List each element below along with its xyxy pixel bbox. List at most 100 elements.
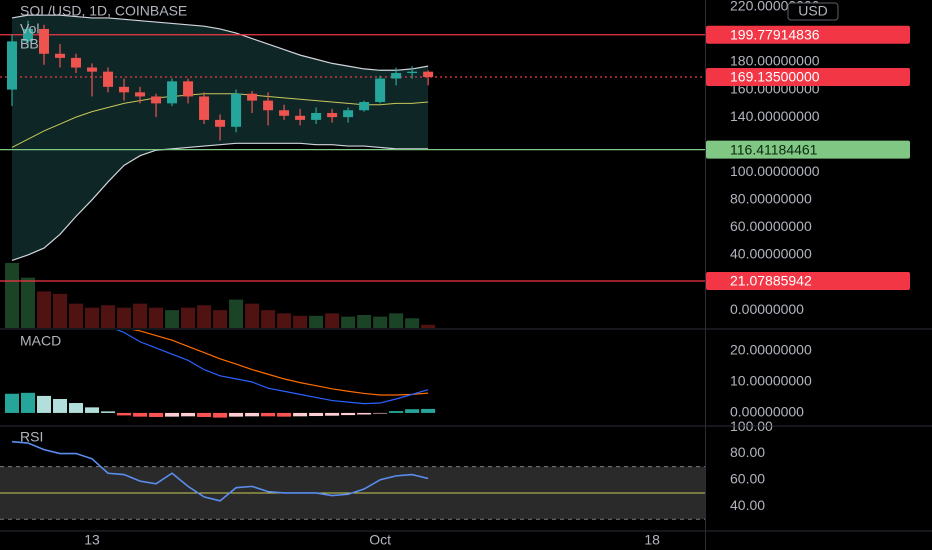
candle-body (423, 71, 434, 77)
volume-bar (229, 299, 244, 328)
signal-line (132, 330, 429, 396)
volume-bar (21, 277, 36, 328)
candle-body (215, 119, 226, 127)
candle-body (391, 73, 402, 79)
volume-bar (277, 313, 292, 328)
currency-button[interactable] (787, 2, 839, 21)
candle-body (279, 110, 290, 116)
macd-histogram-bar (53, 399, 68, 413)
candle-body (167, 81, 178, 104)
bb-middle (11, 93, 429, 148)
volume-bar (405, 318, 420, 328)
x-tick-label: Oct (369, 532, 391, 548)
candle-body (295, 115, 306, 120)
volume-bar (5, 263, 20, 328)
volume-legend: Vol (20, 21, 39, 37)
macd-histogram-bar (165, 412, 180, 417)
volume-bar (85, 307, 100, 328)
candle-body (343, 110, 354, 118)
y-tick-label: 80.00 (730, 444, 765, 460)
macd-histogram-bar (101, 411, 116, 413)
x-tick-label: 18 (644, 532, 660, 548)
volume-bar (69, 303, 84, 328)
macd-histogram-bar (309, 412, 324, 417)
bb-lower (11, 142, 429, 262)
candle-body (135, 92, 146, 97)
macd-histogram-bar (5, 393, 20, 413)
candle-body (359, 101, 370, 111)
currency-label[interactable]: USD (798, 3, 828, 19)
volume-bar (149, 307, 164, 328)
candle-body (183, 81, 194, 97)
macd-histogram-bar (245, 412, 260, 417)
price-pane (0, 14, 705, 328)
y-tick-label: 0.00000000 (730, 404, 804, 420)
macd-legend: MACD (20, 333, 61, 349)
volume-bar (421, 324, 436, 328)
volume-bar (293, 315, 308, 328)
macd-histogram-bar (405, 409, 420, 413)
candle-body (263, 100, 274, 111)
volume-bar (341, 316, 356, 328)
x-tick-label: 13 (84, 532, 100, 548)
volume-bar (165, 310, 180, 328)
macd-histogram-bar (389, 411, 404, 413)
y-tick-label: 80.00000000 (730, 191, 812, 207)
volume-bar (373, 316, 388, 328)
macd-histogram-bar (85, 407, 100, 413)
macd-histogram-bar (341, 412, 356, 416)
candle-body (231, 93, 242, 127)
macd-pane (5, 330, 436, 418)
macd-histogram-bar (213, 412, 228, 418)
candle-body (39, 28, 50, 54)
macd-histogram-bar (37, 395, 52, 413)
macd-histogram-bar (149, 412, 164, 417)
price-label: 21.07885942 (730, 273, 812, 289)
macd-histogram-bar (293, 412, 308, 417)
candle-body (103, 71, 114, 87)
volume-bar (197, 305, 212, 328)
price-label: 169.13500000 (730, 69, 820, 85)
y-tick-label: 20.00000000 (730, 342, 812, 358)
candle-body (199, 96, 210, 120)
candle-body (55, 53, 66, 58)
macd-histogram-bar (197, 412, 212, 417)
rsi-line (11, 440, 429, 502)
price-label: 199.77914836 (730, 26, 820, 42)
y-tick-label: 40.00000000 (730, 246, 812, 262)
volume-bar (325, 313, 340, 328)
price-label: 116.41184461 (730, 141, 818, 157)
chart-title: SOL/USD, 1D, COINBASE (20, 3, 187, 19)
bb-upper (11, 14, 429, 71)
candle-body (407, 71, 418, 74)
macd-histogram-bar (69, 403, 84, 413)
macd-histogram-bar (325, 412, 340, 416)
candle-body (7, 41, 18, 90)
volume-bar (101, 305, 116, 328)
volume-bar (357, 315, 372, 328)
y-tick-label: 140.00000000 (730, 108, 820, 124)
rsi-legend: RSI (20, 429, 43, 445)
volume-bar (261, 310, 276, 328)
volume-bar (213, 310, 228, 328)
macd-line (115, 330, 429, 405)
candle-body (119, 86, 130, 93)
macd-histogram-bar (181, 412, 196, 417)
candle-body (71, 57, 82, 68)
candle-body (23, 28, 34, 42)
macd-histogram-bar (133, 412, 148, 417)
y-tick-label: 180.00000000 (730, 53, 820, 69)
volume-bar (117, 307, 132, 328)
macd-histogram-bar (21, 392, 36, 413)
y-tick-label: 60.00 (730, 471, 765, 487)
macd-histogram-bar (117, 412, 132, 416)
macd-histogram-bar (261, 412, 276, 417)
macd-histogram-bar (229, 412, 244, 417)
volume-bar (133, 303, 148, 328)
y-tick-label: 60.00000000 (730, 218, 812, 234)
candle-body (327, 113, 338, 118)
y-tick-label: 100.00000000 (730, 163, 820, 179)
macd-histogram-bar (357, 412, 372, 415)
volume-bar (37, 291, 52, 328)
bb-legend: BB (20, 36, 39, 52)
